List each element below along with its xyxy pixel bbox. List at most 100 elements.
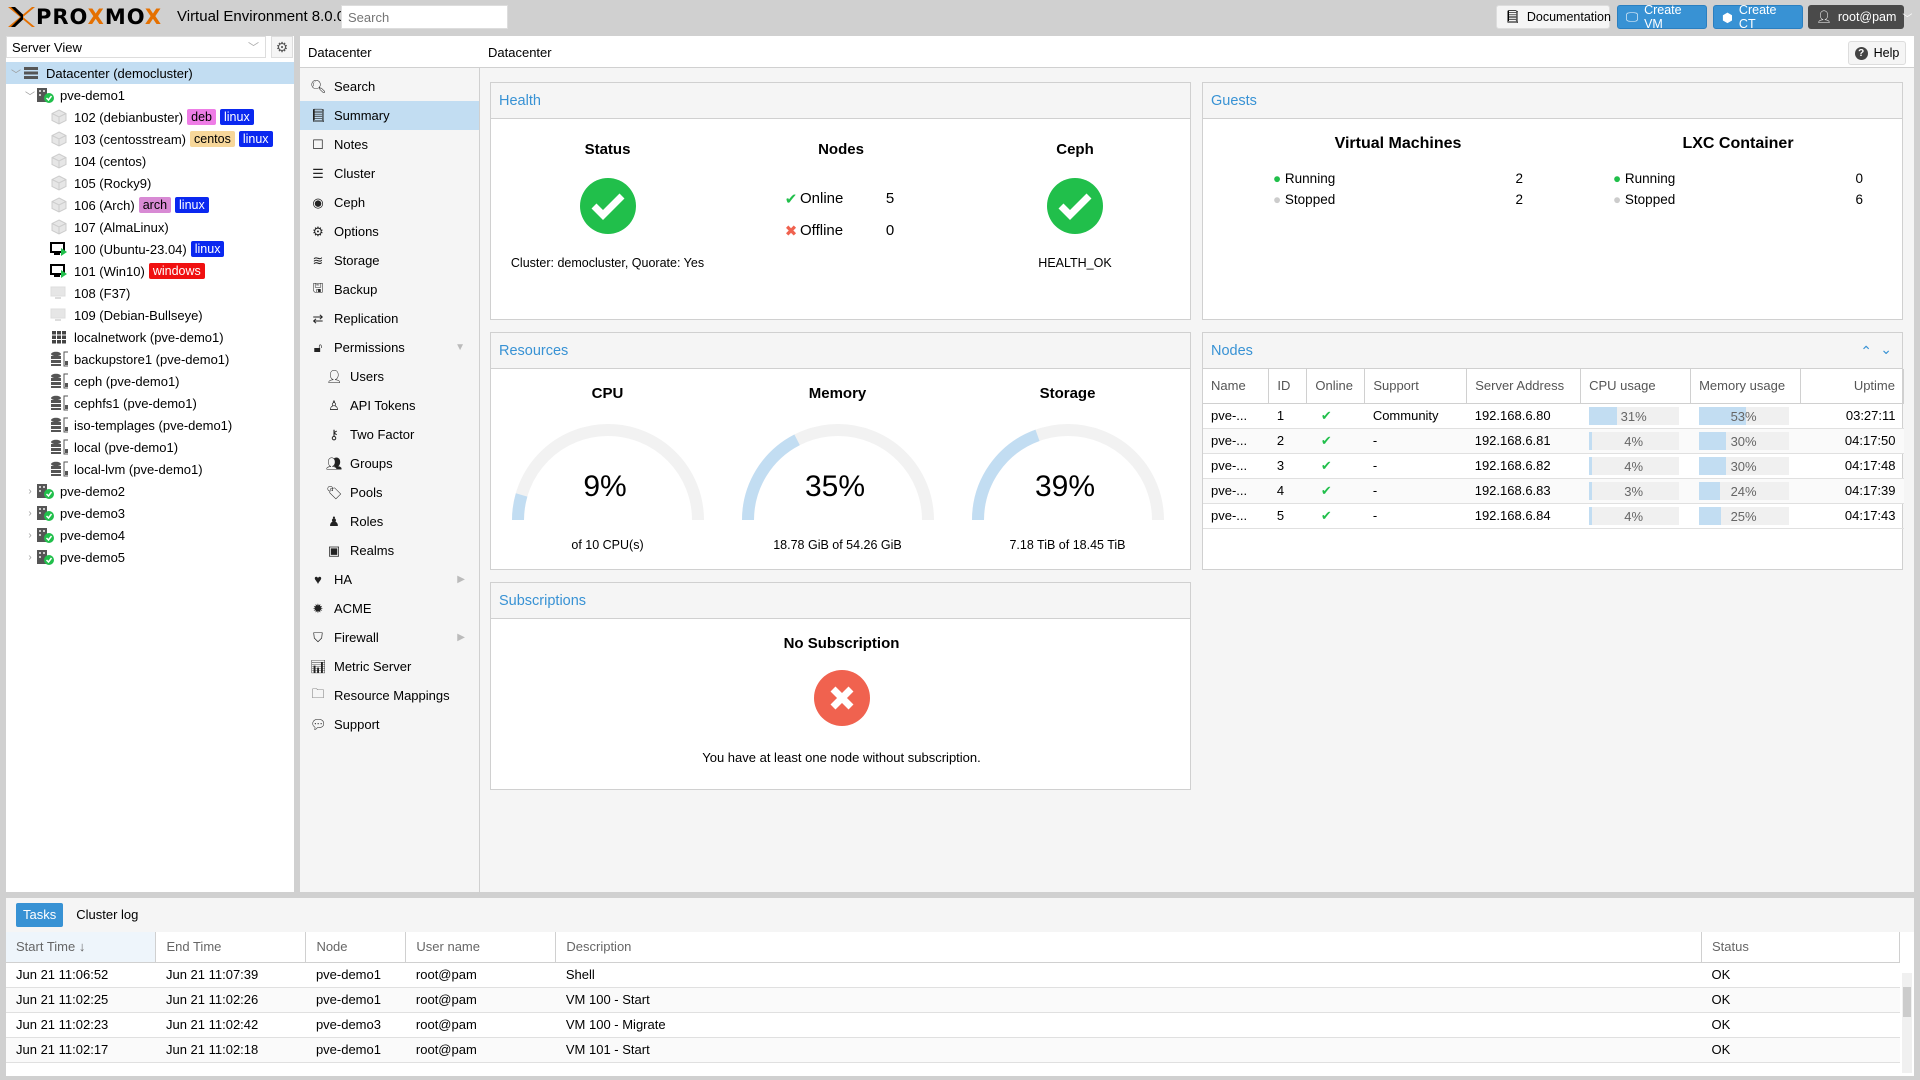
proxmox-logo[interactable]: PROXMOX (6, 4, 162, 30)
tree-item[interactable]: 102 (debianbuster) deb linux (6, 106, 294, 128)
menu-item-search[interactable]: 🔍︎ Search (300, 72, 479, 101)
tab-cluster-log[interactable]: Cluster log (76, 907, 139, 922)
expand-icon[interactable]: › (28, 529, 32, 541)
menu-item-groups[interactable]: 👥︎ Groups (300, 449, 479, 478)
caret-right-icon[interactable]: ▶ (457, 632, 465, 643)
tree-item[interactable]: local-lvm (pve-demo1) (6, 458, 294, 480)
menu-item-cluster[interactable]: ☰ Cluster (300, 159, 479, 188)
book-icon: 📘︎ (1505, 9, 1521, 24)
caret-down-icon[interactable]: ▼ (455, 342, 465, 353)
column-header[interactable]: Node (305, 932, 407, 963)
menu-item-notes[interactable]: ☐ Notes (300, 130, 479, 159)
column-header[interactable]: User name (405, 932, 557, 963)
tree-item[interactable]: ﹀ Datacenter (democluster) (6, 62, 294, 84)
menu-item-backup[interactable]: 🖫 Backup (300, 275, 479, 304)
table-row[interactable]: pve-... 5 ✔ -192.168.6.84 4% 25% 04:17:43 (1203, 503, 1904, 529)
menu-item-ha[interactable]: ♥ HA ▶ (300, 565, 479, 594)
menu-item-resource-mappings[interactable]: 🗀 Resource Mappings (300, 681, 479, 710)
global-search-input[interactable] (341, 5, 508, 29)
expand-icon[interactable]: › (28, 507, 32, 519)
tree-item[interactable]: local (pve-demo1) (6, 436, 294, 458)
tasks-scrollbar[interactable] (1902, 973, 1912, 1073)
tree-item[interactable]: 107 (AlmaLinux) (6, 216, 294, 238)
tree-item[interactable]: localnetwork (pve-demo1) (6, 326, 294, 348)
tree-item[interactable]: 108 (F37) (6, 282, 294, 304)
menu-item-permissions[interactable]: 🔓︎ Permissions ▼ (300, 333, 479, 362)
tree-item-label: 107 (AlmaLinux) (74, 219, 169, 235)
table-row[interactable]: Jun 21 11:02:23 Jun 21 11:02:42 pve-demo3 r… (6, 1012, 1900, 1038)
table-row[interactable]: pve-... 1 ✔ Community 192.168.6.80 31% 53% 03:2… (1203, 403, 1904, 429)
column-header[interactable]: CPU usage (1580, 369, 1692, 404)
tree-item[interactable]: 106 (Arch) arch linux (6, 194, 294, 216)
menu-item-label: Users (350, 369, 384, 384)
tree-item[interactable]: › pve-demo3 (6, 502, 294, 524)
cpu-usage-cell: 4% (1580, 428, 1691, 454)
column-header[interactable]: End Time (155, 932, 307, 963)
tree-item[interactable]: ceph (pve-demo1) (6, 370, 294, 392)
menu-item-firewall[interactable]: ⛉ Firewall ▶ (300, 623, 479, 652)
tree-item[interactable]: 105 (Rocky9) (6, 172, 294, 194)
tree-item[interactable]: › pve-demo2 (6, 480, 294, 502)
column-header[interactable]: Server Address (1466, 369, 1582, 404)
menu-item-replication[interactable]: ⇄ Replication (300, 304, 479, 333)
column-header[interactable]: Status (1701, 932, 1900, 963)
tab-tasks[interactable]: Tasks (16, 903, 64, 927)
tree-item[interactable]: cephfs1 (pve-demo1) (6, 392, 294, 414)
column-header[interactable]: Start Time ↓ (6, 932, 157, 963)
create-ct-button[interactable]: ⬢ Create CT (1713, 3, 1803, 31)
node-address: 192.168.6.84 (1466, 503, 1581, 529)
column-header[interactable]: Description (555, 932, 1703, 963)
table-row[interactable]: Jun 21 11:02:17 Jun 21 11:02:18 pve-demo1 r… (6, 1037, 1900, 1063)
tree-item[interactable]: iso-templages (pve-demo1) (6, 414, 294, 436)
menu-item-summary[interactable]: 📘︎ Summary (300, 101, 479, 130)
help-button[interactable]: ? Help (1848, 41, 1906, 65)
column-header[interactable]: ID (1268, 369, 1308, 404)
tree-settings-button[interactable]: ⚙ (271, 36, 293, 58)
column-header[interactable]: Support (1364, 369, 1468, 404)
table-row[interactable]: pve-... 3 ✔ -192.168.6.82 4% 30% 04:17:48 (1203, 453, 1904, 479)
column-header[interactable]: Memory usage (1690, 369, 1802, 404)
caret-right-icon[interactable]: ▶ (457, 574, 465, 585)
documentation-button[interactable]: 📘︎ Documentation (1496, 5, 1611, 29)
column-header[interactable]: Uptime (1800, 369, 1904, 404)
menu-item-storage[interactable]: ≋ Storage (300, 246, 479, 275)
menu-item-metric-server[interactable]: 📊︎ Metric Server (300, 652, 479, 681)
menu-item-realms[interactable]: ▣ Realms (300, 536, 479, 565)
menu-item-users[interactable]: 👤︎ Users (300, 362, 479, 391)
tree-item[interactable]: › pve-demo5 (6, 546, 294, 568)
menu-item-options[interactable]: ⚙ Options (300, 217, 479, 246)
tree-item[interactable]: › pve-demo4 (6, 524, 294, 546)
tree-item[interactable]: 103 (centosstream) centos linux (6, 128, 294, 150)
expand-down-icon[interactable]: ⌄ (1880, 341, 1892, 357)
collapse-up-icon[interactable]: ⌃ (1860, 343, 1872, 359)
column-header[interactable]: Name (1203, 369, 1270, 404)
menu-item-api-tokens[interactable]: ♙ API Tokens (300, 391, 479, 420)
table-row[interactable]: Jun 21 11:06:52 Jun 21 11:07:39 pve-demo1 r… (6, 962, 1900, 988)
menu-item-pools[interactable]: 🏷︎ Pools (300, 478, 479, 507)
tree-item[interactable]: backupstore1 (pve-demo1) (6, 348, 294, 370)
scrollbar-thumb[interactable] (1903, 987, 1911, 1017)
table-row[interactable]: Jun 21 11:02:25 Jun 21 11:02:26 pve-demo1 r… (6, 987, 1900, 1013)
tree-item[interactable]: 100 (Ubuntu-23.04) linux (6, 238, 294, 260)
tag-arch: arch (138, 197, 172, 213)
user-menu-button[interactable]: 👤︎ root@pam ﹀ (1808, 5, 1912, 29)
table-row[interactable]: pve-... 4 ✔ -192.168.6.83 3% 24% 04:17:39 (1203, 478, 1904, 504)
menu-item-two-factor[interactable]: ⚷ Two Factor (300, 420, 479, 449)
column-header[interactable]: Online (1306, 369, 1366, 404)
menu-item-ceph[interactable]: ◉ Ceph (300, 188, 479, 217)
collapse-icon[interactable]: ﹀ (25, 91, 35, 103)
view-selector[interactable]: Server View ﹀ (6, 36, 266, 58)
tree-item[interactable]: ﹀ pve-demo1 (6, 84, 294, 106)
expand-icon[interactable]: › (28, 551, 32, 563)
tree-item[interactable]: 109 (Debian-Bullseye) (6, 304, 294, 326)
usage-label: 24% (1730, 483, 1757, 499)
menu-item-roles[interactable]: ♟ Roles (300, 507, 479, 536)
tree-item[interactable]: 101 (Win10) windows (6, 260, 294, 282)
tree-item[interactable]: 104 (centos) (6, 150, 294, 172)
create-vm-button[interactable]: 🖵 Create VM (1617, 3, 1707, 31)
menu-item-acme[interactable]: ✹ ACME (300, 594, 479, 623)
table-row[interactable]: pve-... 2 ✔ -192.168.6.81 4% 30% 04:17:50 (1203, 428, 1904, 454)
collapse-icon[interactable]: ﹀ (11, 69, 21, 81)
expand-icon[interactable]: › (28, 485, 32, 497)
menu-item-support[interactable]: 💬︎ Support (300, 710, 479, 739)
